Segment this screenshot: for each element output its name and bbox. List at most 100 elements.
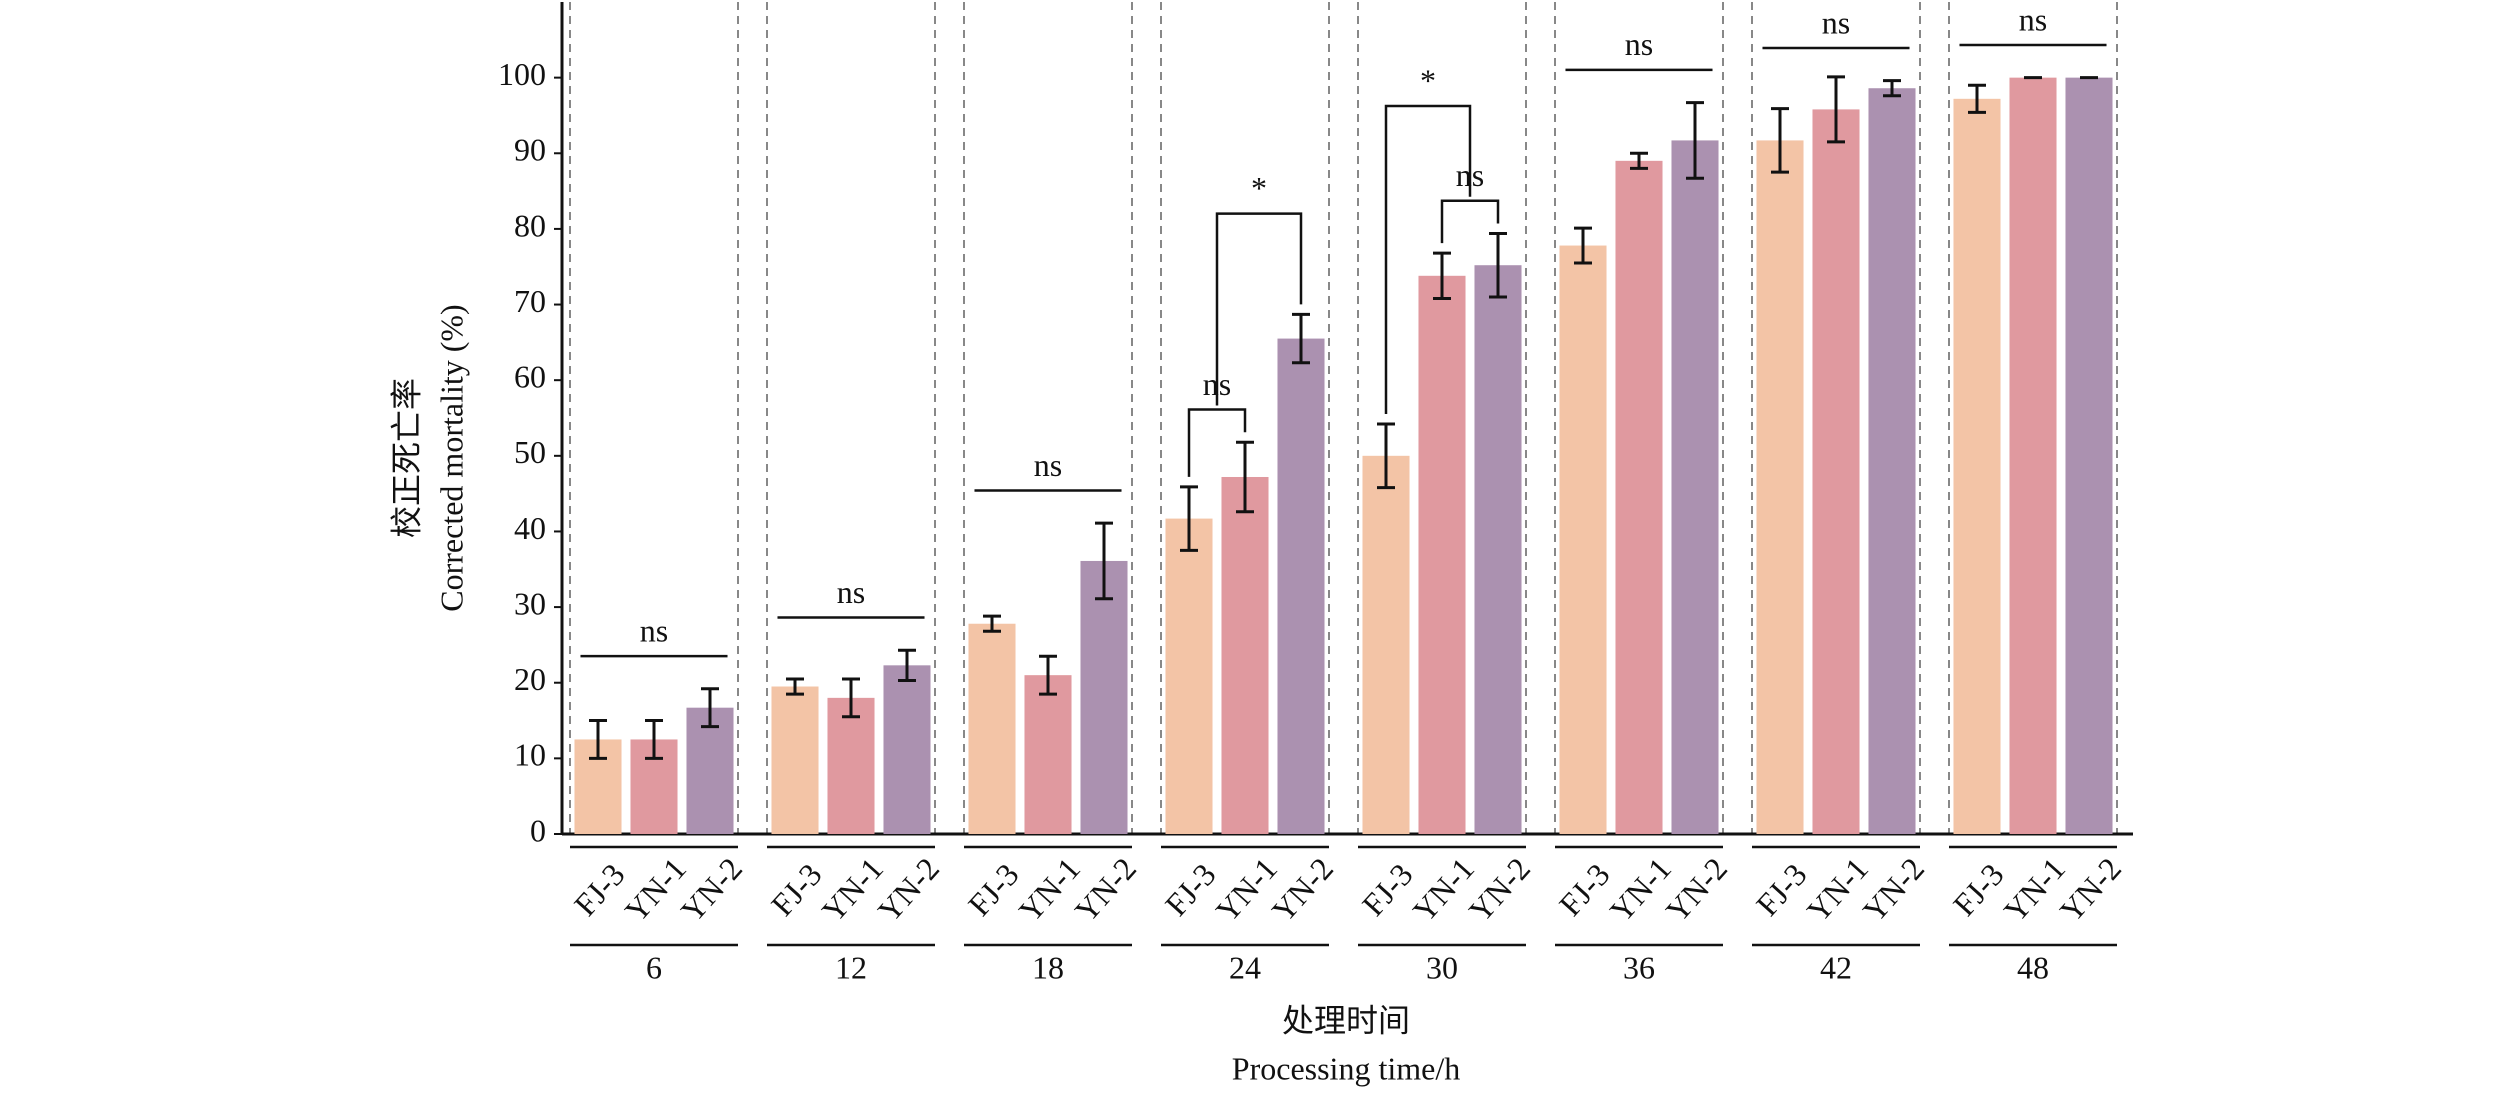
- y-tick-label: 30: [514, 585, 546, 621]
- bar: [827, 697, 875, 834]
- error-bar: [1630, 151, 1648, 170]
- y-tick-label: 60: [514, 359, 546, 395]
- x-series-label: YN-1: [1012, 850, 1088, 928]
- significance-label: *: [1251, 170, 1267, 206]
- significance-bracket: [1215, 212, 1303, 406]
- error-bar: [898, 648, 916, 682]
- x-series-label: YN-2: [1856, 850, 1932, 928]
- x-tick-label: 36: [1623, 949, 1655, 985]
- bar: [968, 623, 1016, 834]
- x-tick-label: 42: [1820, 949, 1852, 985]
- bar: [1277, 338, 1325, 834]
- bar: [1671, 140, 1719, 834]
- error-bar: [1883, 79, 1901, 98]
- bar: [1868, 88, 1916, 834]
- x-series-label: FJ-3: [961, 856, 1026, 922]
- significance-label: ns: [1034, 447, 1062, 483]
- x-series-label: YN-1: [815, 850, 891, 928]
- bar: [883, 665, 931, 834]
- x-series-label: YN-1: [1603, 850, 1679, 928]
- x-series-label: FJ-3: [764, 856, 829, 922]
- x-series-label: FJ-3: [1552, 856, 1617, 922]
- significance-label: *: [1420, 62, 1436, 98]
- error-bar: [1377, 422, 1395, 490]
- y-tick-label: 100: [498, 56, 546, 92]
- x-series-label: YN-1: [1406, 850, 1482, 928]
- bar: [1756, 140, 1804, 834]
- x-series-label: YN-2: [1068, 850, 1144, 928]
- x-series-label: YN-1: [1209, 850, 1285, 928]
- y-tick-label: 20: [514, 661, 546, 697]
- y-tick-label: 50: [514, 434, 546, 470]
- error-bar: [1574, 226, 1592, 265]
- x-tick-label: 48: [2017, 949, 2049, 985]
- error-bar: [1489, 231, 1507, 299]
- bar: [1080, 560, 1128, 834]
- error-bar: [1771, 107, 1789, 174]
- error-bar: [1292, 312, 1310, 365]
- significance-bracket: [1187, 408, 1247, 477]
- bar: [1362, 455, 1410, 834]
- bar: [771, 686, 819, 834]
- x-tick-label: 24: [1229, 949, 1261, 985]
- error-bar: [701, 687, 719, 729]
- error-bar: [1095, 521, 1113, 601]
- x-series-label: YN-2: [2053, 850, 2129, 928]
- x-series-label: YN-2: [871, 850, 947, 928]
- significance-label: ns: [1822, 4, 1850, 40]
- error-bar: [1433, 251, 1451, 300]
- bar: [1474, 265, 1522, 834]
- x-series-label: YN-2: [1265, 850, 1341, 928]
- error-bar: [645, 719, 663, 760]
- bar: [1953, 98, 2001, 834]
- x-tick-label: 6: [646, 949, 662, 985]
- bar: [1024, 675, 1072, 834]
- bar: [686, 707, 734, 834]
- x-series-label: YN-2: [674, 850, 750, 928]
- x-series-label: FJ-3: [1946, 856, 2011, 922]
- x-series-label: FJ-3: [1355, 856, 1420, 922]
- y-tick-label: 90: [514, 132, 546, 168]
- x-series-label: YN-1: [1997, 850, 2073, 928]
- bar: [2065, 77, 2113, 835]
- error-bar: [786, 677, 804, 696]
- bar: [1812, 109, 1860, 835]
- bar: [2009, 77, 2057, 835]
- bar: [1615, 160, 1663, 834]
- bar: [1221, 476, 1269, 834]
- x-title-en: Processing time/h: [1232, 1050, 1460, 1086]
- bar: [1559, 245, 1607, 835]
- x-series-label: FJ-3: [1158, 856, 1223, 922]
- x-series-label: YN-2: [1659, 850, 1735, 928]
- bar: [1418, 275, 1466, 834]
- error-bar: [1180, 485, 1198, 552]
- error-bar: [1827, 75, 1845, 144]
- error-bar: [1236, 440, 1254, 514]
- y-tick-label: 80: [514, 207, 546, 243]
- error-bar: [1039, 654, 1057, 696]
- x-tick-label: 12: [835, 949, 867, 985]
- y-tick-label: 70: [514, 283, 546, 319]
- x-series-label: YN-2: [1462, 850, 1538, 928]
- error-bar: [983, 614, 1001, 633]
- x-series-label: FJ-3: [567, 856, 632, 922]
- significance-label: ns: [1625, 26, 1653, 62]
- y-title-cn: 校正死亡率: [388, 378, 424, 538]
- error-bar: [1968, 83, 1986, 114]
- significance-bracket: [1384, 104, 1472, 415]
- x-tick-label: 30: [1426, 949, 1458, 985]
- x-series-label: FJ-3: [1749, 856, 1814, 922]
- y-title-en: Corrected mortality (%): [433, 304, 469, 611]
- y-tick-label: 40: [514, 510, 546, 546]
- bar: [1165, 518, 1213, 834]
- y-tick-label: 10: [514, 737, 546, 773]
- significance-label: ns: [2019, 1, 2047, 37]
- significance-label: ns: [837, 574, 865, 610]
- error-bar: [1686, 101, 1704, 180]
- significance-bracket: [1440, 199, 1500, 244]
- significance-label: ns: [640, 612, 668, 648]
- x-series-label: YN-1: [1800, 850, 1876, 928]
- x-tick-label: 18: [1032, 949, 1064, 985]
- error-bar: [589, 719, 607, 760]
